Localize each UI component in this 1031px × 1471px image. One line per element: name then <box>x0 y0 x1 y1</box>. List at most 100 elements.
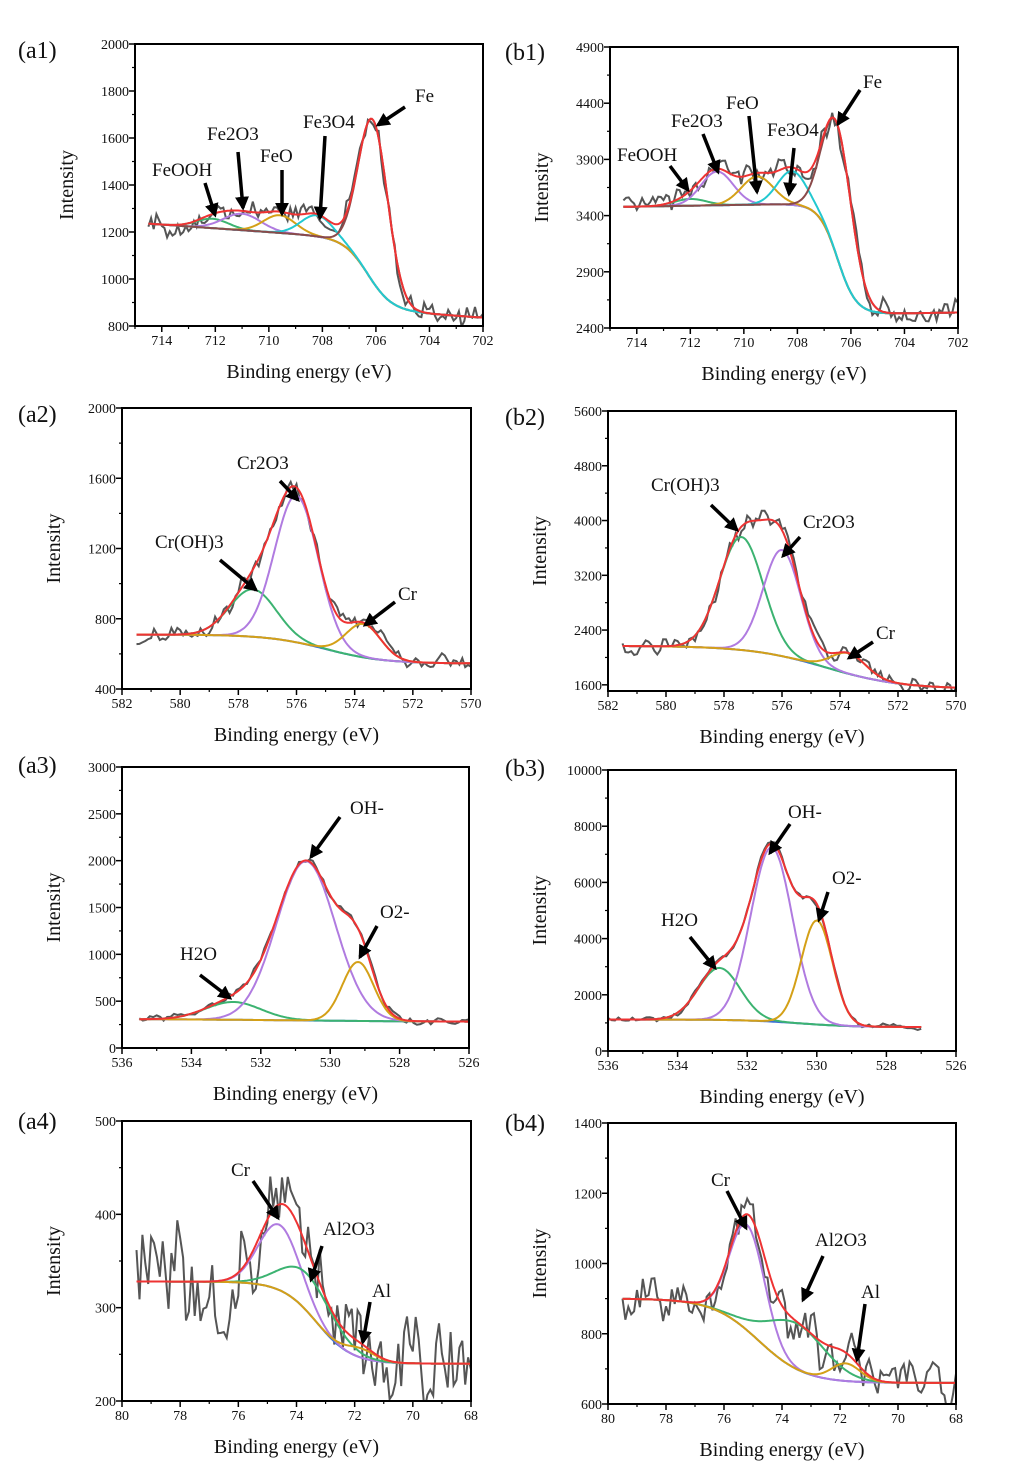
y-tick-label: 800 <box>581 1328 602 1343</box>
peak-cr2o3-line <box>136 494 471 665</box>
annotation-arrow <box>235 151 249 211</box>
annotation-arrow <box>783 147 798 197</box>
y-tick-label: 2000 <box>574 989 602 1004</box>
x-tick-label: 80 <box>601 1412 615 1427</box>
annotation-arrow <box>309 815 342 860</box>
peak-annotation-feo: FeO <box>726 93 759 114</box>
peak-oh-line <box>139 860 469 1023</box>
peak-annotation-fe3o4: Fe3O4 <box>767 120 819 141</box>
x-axis-label: Binding energy (eV) <box>213 1083 378 1105</box>
background-line <box>148 222 483 319</box>
raw-spectrum-line <box>138 858 469 1026</box>
x-tick-label: 574 <box>830 699 851 714</box>
y-tick-label: 1600 <box>101 132 129 147</box>
background-line <box>622 645 956 689</box>
y-tick-label: 3400 <box>576 210 604 225</box>
x-tick-label: 710 <box>733 336 754 351</box>
x-tick-label: 78 <box>173 1409 187 1424</box>
peak-annotation-oh: OH- <box>788 802 822 823</box>
annotation-arrow <box>851 1303 867 1363</box>
x-tick-label: 704 <box>419 334 440 349</box>
y-tick-label: 4800 <box>574 460 602 475</box>
envelope-fit-line <box>136 1202 471 1365</box>
peak-annotation-cr2o3: Cr2O3 <box>803 512 855 533</box>
envelope-fit-line <box>622 1213 956 1384</box>
y-tick-label: 4900 <box>576 41 604 56</box>
peak-feo-line <box>623 175 958 315</box>
panel-label: (a4) <box>18 1109 57 1135</box>
y-tick-label: 400 <box>95 683 116 698</box>
peak-al-line <box>622 1297 956 1384</box>
annotation-arrow <box>358 925 379 960</box>
raw-spectrum-line <box>135 1176 471 1401</box>
annotation-arrow <box>747 115 763 195</box>
envelope-fit-line <box>608 842 922 1028</box>
annotation-arrow <box>709 503 740 532</box>
annotation-arrow <box>815 891 830 923</box>
y-tick-label: 2400 <box>574 624 602 639</box>
x-tick-label: 80 <box>115 1409 129 1424</box>
peak-cr-line <box>622 645 956 689</box>
peak-annotation-o2: O2- <box>832 868 862 889</box>
x-tick-label: 536 <box>598 1059 619 1074</box>
peak-annotation-al2o3: Al2O3 <box>815 1230 867 1251</box>
peak-annotation-feo: FeO <box>260 146 293 167</box>
peak-annotation-fe2o3: Fe2O3 <box>207 124 259 145</box>
x-tick-label: 576 <box>286 697 307 712</box>
x-tick-label: 710 <box>258 334 279 349</box>
y-tick-label: 0 <box>595 1045 602 1060</box>
x-tick-label: 580 <box>170 697 191 712</box>
background-line <box>623 203 958 315</box>
peak-annotation-al: Al <box>861 1282 880 1303</box>
y-tick-label: 10000 <box>567 764 602 779</box>
panel-b2: 582 580 578 576 574 572 570 1600 2400 3200 4000 480… <box>505 405 967 748</box>
panel-label: (b1) <box>505 40 545 66</box>
annotation-arrow <box>375 105 406 127</box>
x-tick-label: 532 <box>737 1059 758 1074</box>
annotation-arrow <box>668 164 690 193</box>
annotation-arrow <box>218 558 259 592</box>
x-tick-label: 582 <box>112 697 133 712</box>
y-tick-label: 2500 <box>88 808 116 823</box>
x-tick-label: 68 <box>949 1412 963 1427</box>
x-tick-label: 76 <box>231 1409 245 1424</box>
panel-b1: 714 712 710 708 706 704 702 2400 2900 3400 3900 440… <box>505 40 969 385</box>
panel-label: (b4) <box>505 1111 545 1137</box>
y-tick-label: 4000 <box>574 933 602 948</box>
x-tick-label: 570 <box>946 699 967 714</box>
annotation-arrow <box>198 973 233 1000</box>
peak-cr-line <box>136 622 471 665</box>
annotation-arrow <box>358 1301 372 1345</box>
y-tick-label: 5600 <box>574 405 602 420</box>
x-tick-label: 572 <box>888 699 909 714</box>
background-line <box>622 1297 956 1384</box>
y-tick-label: 1600 <box>574 679 602 694</box>
panel-a1: 714 712 710 708 706 704 702 800 1000 1200 1400 1600… <box>18 38 494 383</box>
y-tick-label: 500 <box>95 995 116 1010</box>
y-axis-label: Intensity <box>529 516 551 586</box>
y-tick-label: 3000 <box>88 761 116 776</box>
peak-croh3-line <box>136 588 471 665</box>
x-tick-label: 72 <box>833 1412 847 1427</box>
x-axis-label: Binding energy (eV) <box>699 726 864 748</box>
peak-annotation-cr: Cr <box>398 584 418 605</box>
x-tick-label: 580 <box>656 699 677 714</box>
y-tick-label: 400 <box>95 1208 116 1223</box>
peak-annotation-cr: Cr <box>876 623 896 644</box>
x-axis-label: Binding energy (eV) <box>699 1086 864 1108</box>
x-tick-label: 70 <box>406 1409 420 1424</box>
x-tick-label: 536 <box>112 1056 133 1071</box>
peak-annotation-fe: Fe <box>863 72 882 93</box>
peak-annotation-o2: O2- <box>380 902 410 923</box>
x-axis-label: Binding energy (eV) <box>699 1439 864 1461</box>
x-tick-label: 572 <box>402 697 423 712</box>
x-tick-label: 702 <box>948 336 969 351</box>
y-tick-label: 1600 <box>88 472 116 487</box>
x-tick-label: 534 <box>667 1059 688 1074</box>
x-tick-label: 526 <box>946 1059 967 1074</box>
peak-annotation-al: Al <box>372 1281 391 1302</box>
x-tick-label: 532 <box>250 1056 271 1071</box>
peak-annotation-fe2o3: Fe2O3 <box>671 111 723 132</box>
panel-a2: 582 580 578 576 574 572 570 400 800 1200 1600 2000 B… <box>18 402 482 746</box>
